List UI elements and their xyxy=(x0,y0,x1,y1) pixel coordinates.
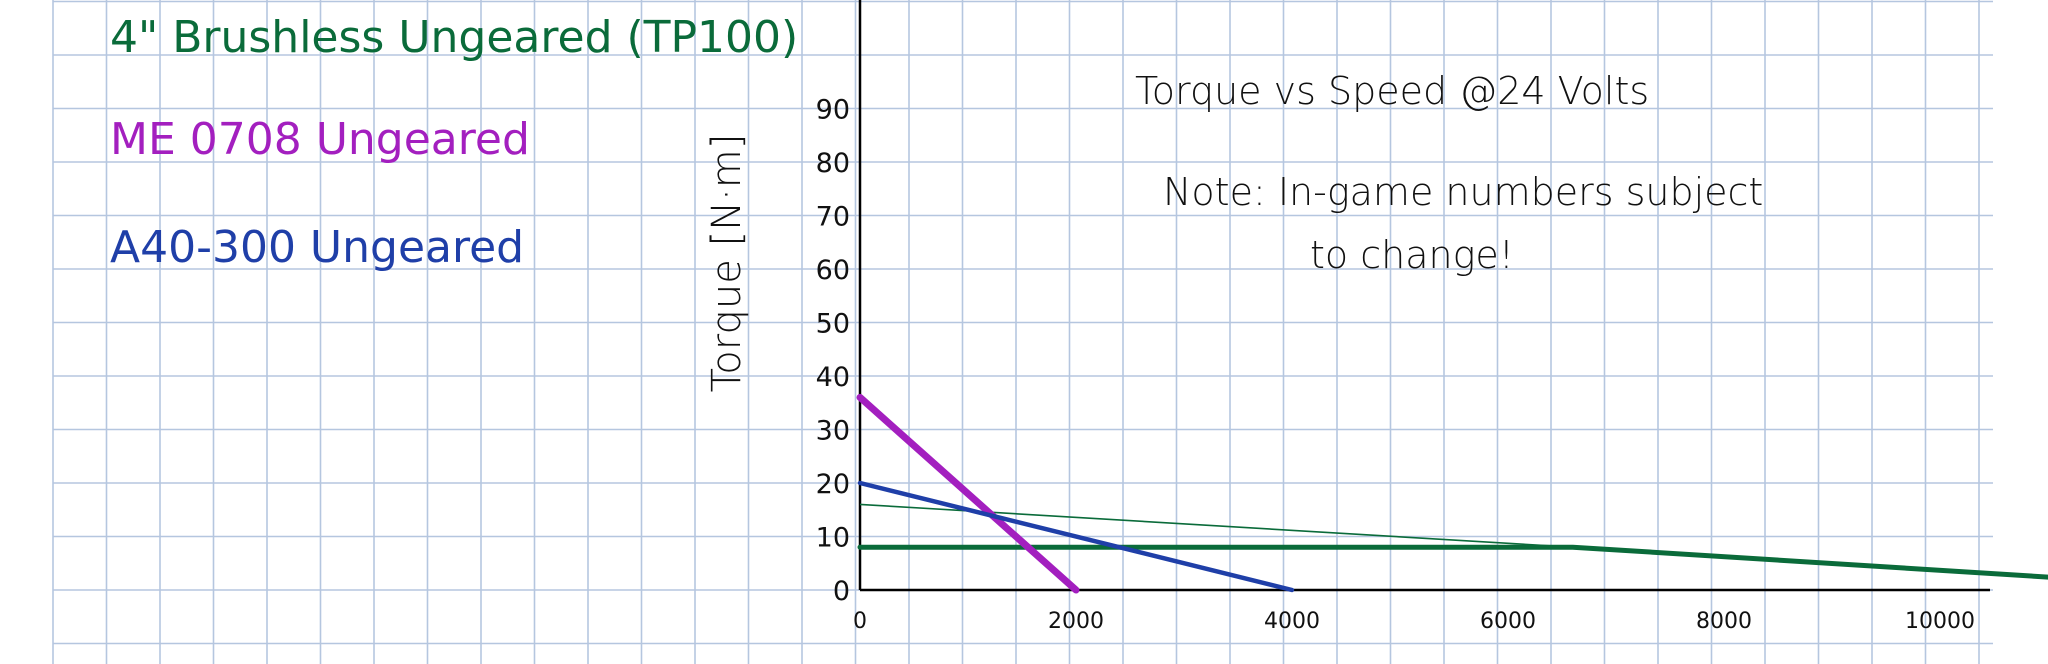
y-tick-label: 80 xyxy=(816,148,850,179)
x-tick-label: 8000 xyxy=(1696,609,1752,634)
y-tick-label: 10 xyxy=(816,523,850,554)
grid-lines xyxy=(52,0,1993,664)
me0708-torque-line xyxy=(856,393,1080,594)
y-axis-label: Torque [N·m] xyxy=(704,134,750,393)
y-tick-labels: 0 10 20 30 40 50 60 70 80 90 xyxy=(816,95,850,608)
x-tick-label: 10000 xyxy=(1905,609,1975,634)
x-tick-label: 6000 xyxy=(1480,609,1536,634)
legend-entry-tp100: 4" Brushless Ungeared (TP100) xyxy=(110,12,798,63)
y-tick-label: 60 xyxy=(816,255,850,286)
x-tick-labels: 0200040006000800010000120001400016000 xyxy=(853,609,1975,634)
y-tick-label: 90 xyxy=(816,95,850,126)
a40-300-torque-line xyxy=(857,480,1295,593)
legend: 4" Brushless Ungeared (TP100) ME 0708 Un… xyxy=(110,12,798,273)
note-line-2: to change! xyxy=(1310,233,1514,277)
x-tick-label: 0 xyxy=(853,609,867,634)
y-tick-label: 30 xyxy=(816,416,850,447)
tp100-torque-line xyxy=(857,544,2048,580)
x-tick-label: 2000 xyxy=(1048,609,1104,634)
note-line-1: Note: In-game numbers subject xyxy=(1163,170,1763,214)
legend-entry-me0708: ME 0708 Ungeared xyxy=(110,114,530,165)
y-tick-label: 0 xyxy=(833,576,850,607)
x-tick-label: 4000 xyxy=(1264,609,1320,634)
axes xyxy=(858,0,1990,592)
y-tick-label: 70 xyxy=(816,202,850,233)
chart-title: Torque vs Speed @24 Volts xyxy=(1135,69,1649,113)
y-tick-label: 40 xyxy=(816,362,850,393)
legend-entry-a40-300: A40-300 Ungeared xyxy=(110,222,524,273)
series-lines xyxy=(856,393,2048,594)
y-tick-label: 50 xyxy=(816,309,850,340)
y-tick-label: 20 xyxy=(816,469,850,500)
